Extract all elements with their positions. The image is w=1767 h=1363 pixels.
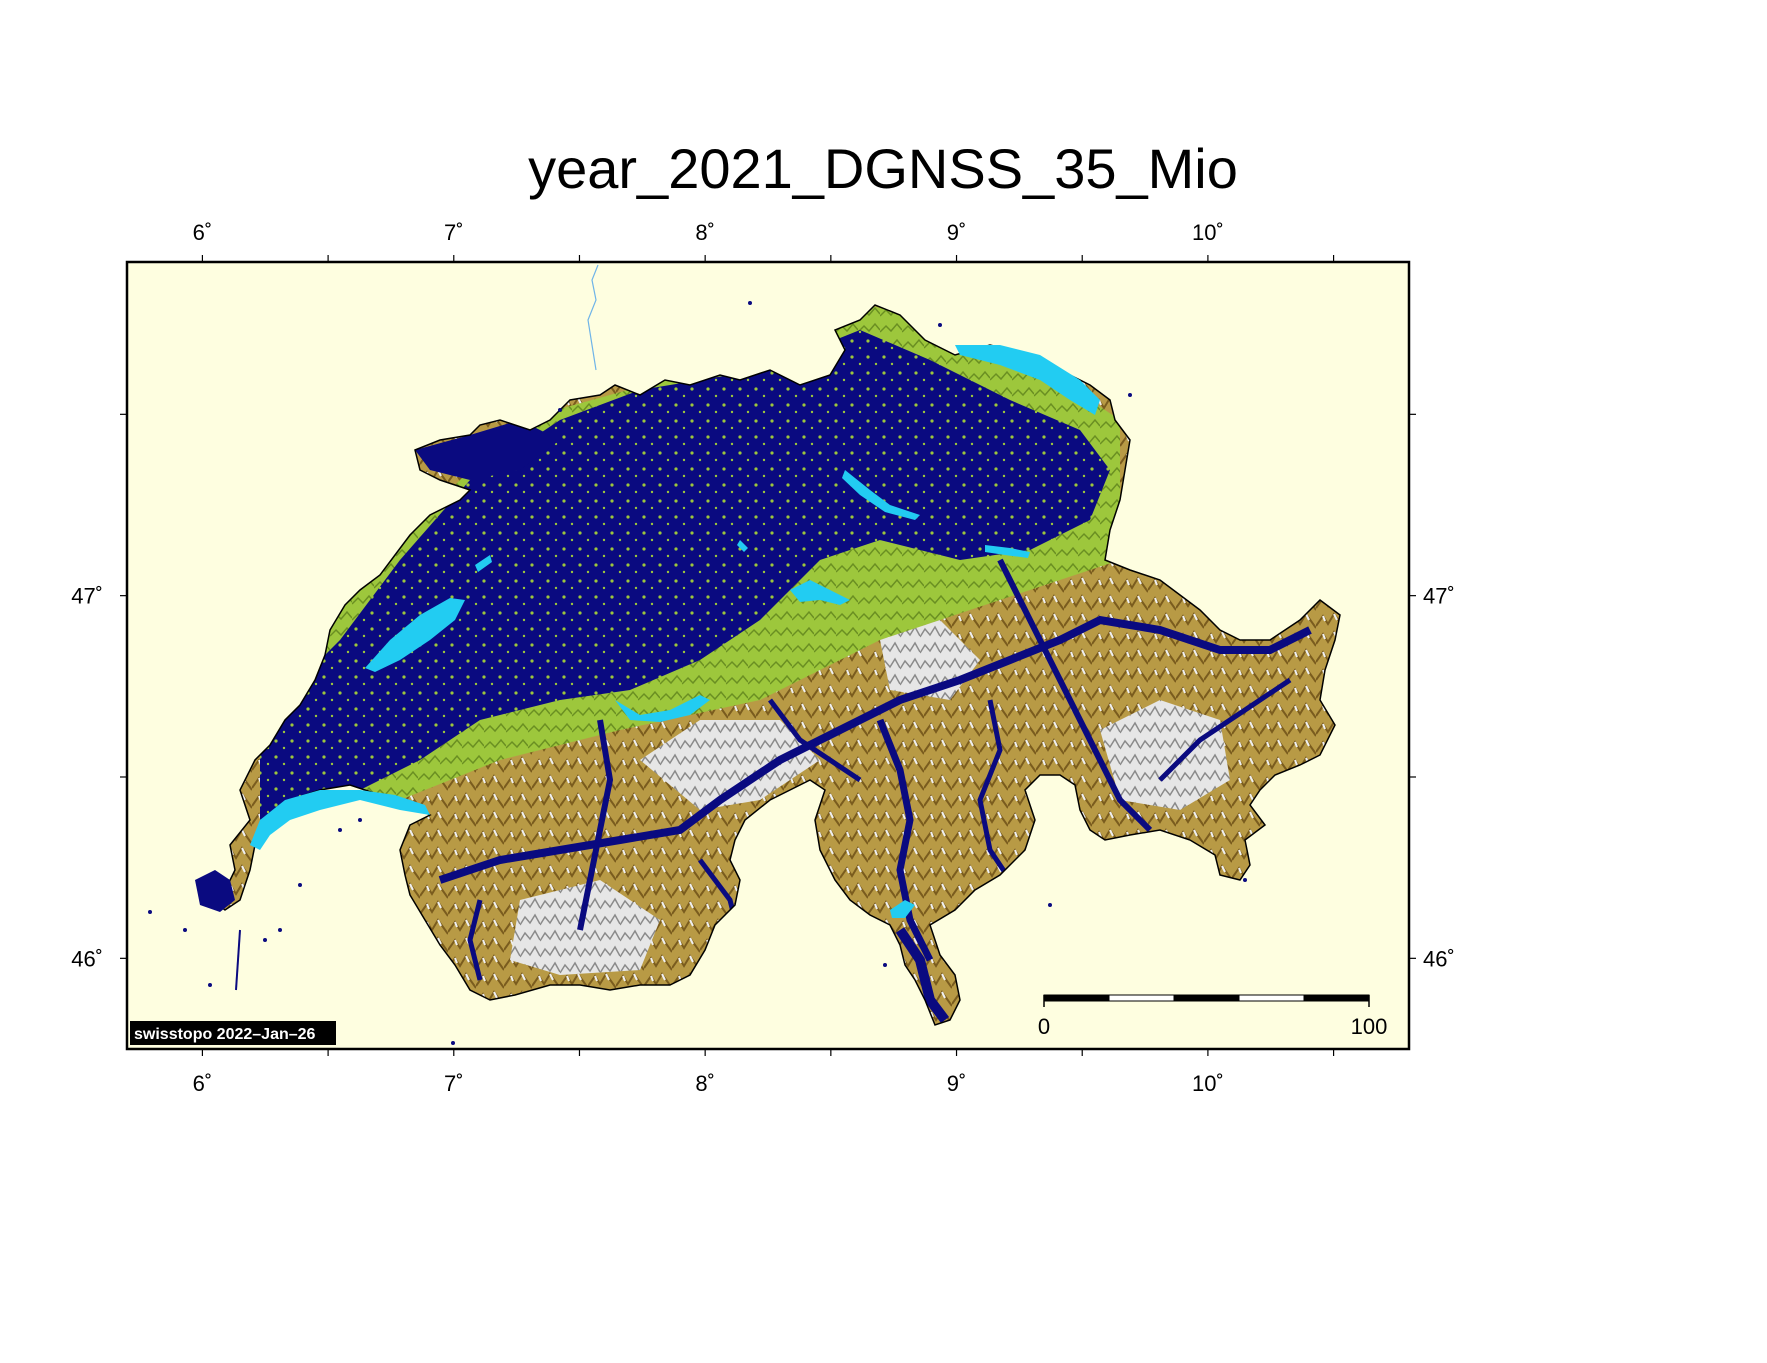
graticule-ticks: 6˚ 6˚ 7˚ 7˚ 8˚ 8˚ 9˚ 9˚ 10˚ 10˚ 46˚ 46˚ 47˚ 47˚	[71, 220, 1455, 1096]
lon-tick-label-top: 10˚	[1192, 220, 1224, 245]
lake-sempach	[737, 540, 748, 552]
lon-tick-label-bottom: 10˚	[1192, 1071, 1224, 1096]
lon-tick-label-bottom: 9˚	[947, 1071, 967, 1096]
scale-bar-segment	[1303, 994, 1370, 1002]
lon-tick-label-bottom: 8˚	[695, 1071, 715, 1096]
scale-bar-end-label: 100	[1351, 1014, 1388, 1039]
lon-tick-label-bottom: 7˚	[444, 1071, 464, 1096]
lake-zurich	[842, 470, 920, 520]
lon-tick-label-top: 8˚	[695, 220, 715, 245]
lakes	[250, 345, 1100, 918]
credit-text: swisstopo 2022–Jan–26	[134, 1026, 316, 1043]
lon-tick-label-top: 6˚	[193, 220, 213, 245]
lake-geneva	[250, 790, 430, 850]
lon-tick-label-bottom: 6˚	[193, 1071, 213, 1096]
rhine-river	[587, 264, 599, 371]
scale-bar-segment	[1238, 994, 1305, 1002]
lake-neuchatel	[365, 598, 465, 672]
lon-tick-label-top: 7˚	[444, 220, 464, 245]
lat-tick-label-right: 46˚	[1423, 946, 1455, 971]
lake-thun-brienz	[615, 695, 710, 722]
lake-biel	[475, 555, 492, 572]
scale-bar: 0 100	[1038, 994, 1388, 1039]
lake-walen	[985, 545, 1030, 558]
scale-bar-segment	[1108, 994, 1175, 1002]
scale-bar-segment	[1173, 994, 1240, 1002]
scale-bar-segment	[1043, 994, 1110, 1002]
lat-tick-label-left: 46˚	[71, 946, 103, 971]
map-title: year_2021_DGNSS_35_Mio	[528, 137, 1238, 200]
lon-tick-label-top: 9˚	[947, 220, 967, 245]
frame-border	[125, 260, 1411, 1051]
lake-constance	[955, 345, 1100, 415]
lake-maggiore	[890, 900, 915, 918]
map-frame	[125, 260, 1411, 1051]
lat-tick-label-right: 47˚	[1423, 584, 1455, 609]
credit-box: swisstopo 2022–Jan–26	[130, 1021, 336, 1045]
lake-lucerne	[790, 580, 850, 605]
scale-bar-start-label: 0	[1038, 1014, 1050, 1039]
lat-tick-label-left: 47˚	[71, 584, 103, 609]
coverage-outside-border	[148, 301, 1247, 1045]
